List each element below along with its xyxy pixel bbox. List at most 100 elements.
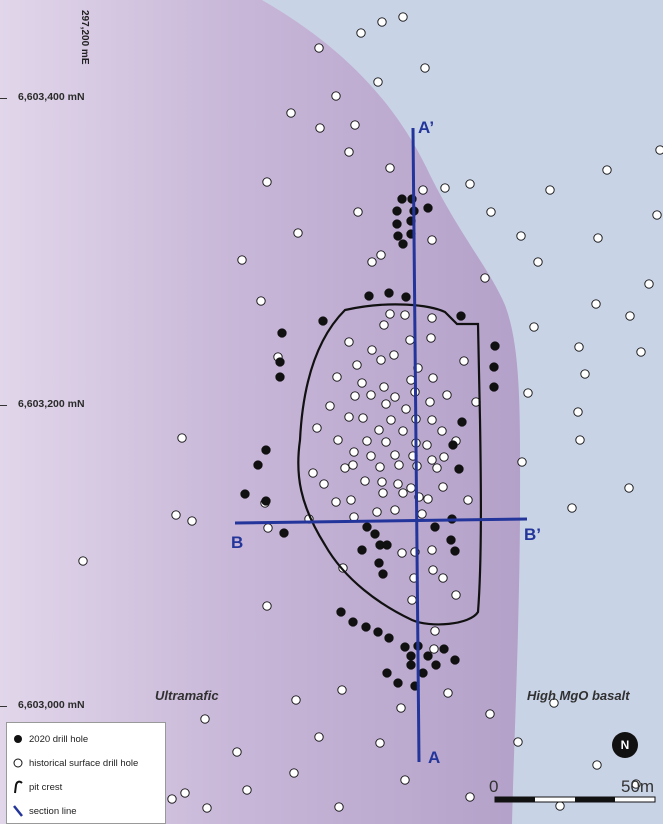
historical-drill-hole xyxy=(529,322,539,332)
historical-drill-hole xyxy=(331,497,341,507)
northing-label: 6,603,400 mN xyxy=(18,91,85,103)
historical-drill-hole xyxy=(385,163,395,173)
historical-drill-hole xyxy=(567,503,577,513)
section-line-a-a xyxy=(411,127,421,763)
historical-drill-hole xyxy=(438,482,448,492)
drill-hole-2020 xyxy=(382,540,392,550)
drill-hole-2020 xyxy=(397,194,407,204)
drill-hole-2020 xyxy=(489,362,499,372)
historical-drill-hole xyxy=(440,183,450,193)
section-label-a: A xyxy=(428,748,441,767)
historical-drill-hole xyxy=(352,360,362,370)
historical-drill-hole xyxy=(398,12,408,22)
drill-hole-2020 xyxy=(450,655,460,665)
historical-drill-hole xyxy=(350,391,360,401)
historical-drill-hole xyxy=(358,413,368,423)
historical-drill-hole xyxy=(332,372,342,382)
historical-drill-hole xyxy=(180,788,190,798)
historical-drill-hole xyxy=(459,356,469,366)
historical-drill-hole xyxy=(430,626,440,636)
drill-hole-2020 xyxy=(384,288,394,298)
historical-drill-hole xyxy=(256,296,266,306)
historical-drill-hole xyxy=(523,388,533,398)
drill-hole-2020 xyxy=(279,528,289,538)
historical-drill-hole xyxy=(439,452,449,462)
historical-drill-hole xyxy=(200,714,210,724)
historical-drill-hole xyxy=(533,257,543,267)
historical-drill-hole xyxy=(344,337,354,347)
drill-hole-2020 xyxy=(357,545,367,555)
historical-drill-hole xyxy=(423,494,433,504)
drill-hole-2020 xyxy=(431,660,441,670)
historical-drill-hole xyxy=(333,435,343,445)
historical-drill-hole xyxy=(314,732,324,742)
map-legend: 2020 drill hole historical surface drill… xyxy=(6,722,166,824)
drill-hole-2020 xyxy=(406,651,416,661)
historical-drill-hole xyxy=(377,477,387,487)
north-arrow-icon: N xyxy=(612,732,638,758)
historical-drill-hole xyxy=(375,738,385,748)
drill-hole-2020 xyxy=(392,206,402,216)
historical-drill-hole xyxy=(187,516,197,526)
drill-hole-2020 xyxy=(398,239,408,249)
drill-hole-2020 xyxy=(370,529,380,539)
ultramafic-label: Ultramafic xyxy=(155,688,219,703)
historical-drill-hole xyxy=(428,565,438,575)
historical-drill-hole xyxy=(360,476,370,486)
drill-hole-2020 xyxy=(348,617,358,627)
historical-drill-hole xyxy=(390,392,400,402)
historical-drill-hole xyxy=(432,463,442,473)
drill-hole-2020 xyxy=(378,569,388,579)
historical-drill-hole xyxy=(348,460,358,470)
historical-drill-hole xyxy=(312,423,322,433)
drill-hole-2020 xyxy=(489,382,499,392)
historical-drill-hole xyxy=(429,644,439,654)
filled-circle-icon xyxy=(7,734,29,744)
drill-hole-2020 xyxy=(361,622,371,632)
historical-drill-hole xyxy=(591,299,601,309)
historical-drill-hole xyxy=(398,426,408,436)
historical-drill-hole xyxy=(545,185,555,195)
historical-drill-hole xyxy=(381,399,391,409)
historical-drill-hole xyxy=(420,63,430,73)
drill-hole-2020 xyxy=(253,460,263,470)
historical-drill-hole xyxy=(378,488,388,498)
drill-hole-2020 xyxy=(393,231,403,241)
historical-drill-holes xyxy=(78,12,663,813)
drill-hole-2020 xyxy=(374,558,384,568)
legend-item-section-line: section line xyxy=(7,799,165,823)
historical-drill-hole xyxy=(592,760,602,770)
drill-hole-2020 xyxy=(456,311,466,321)
drill-hole-2020 xyxy=(430,522,440,532)
historical-drill-hole xyxy=(379,320,389,330)
historical-drill-hole xyxy=(362,436,372,446)
historical-drill-hole xyxy=(377,17,387,27)
historical-drill-hole xyxy=(376,250,386,260)
historical-drill-hole xyxy=(393,479,403,489)
historical-drill-hole xyxy=(486,207,496,217)
historical-drill-hole xyxy=(425,397,435,407)
historical-drill-hole xyxy=(427,235,437,245)
northing-label: 6,603,200 mN xyxy=(18,398,85,410)
historical-drill-hole xyxy=(390,450,400,460)
historical-drill-hole xyxy=(356,28,366,38)
historical-drill-hole xyxy=(427,455,437,465)
historical-drill-hole xyxy=(427,415,437,425)
drill-hole-2020 xyxy=(261,445,271,455)
historical-drill-hole xyxy=(644,279,654,289)
drill-hole-2020 xyxy=(384,633,394,643)
historical-drill-hole xyxy=(367,257,377,267)
northing-tick xyxy=(0,98,7,99)
section-line-icon xyxy=(7,804,29,818)
historical-drill-hole xyxy=(426,333,436,343)
historical-drill-hole xyxy=(465,179,475,189)
historical-drill-hole xyxy=(400,775,410,785)
pit-crest-outline xyxy=(297,303,482,626)
drill-hole-2020 xyxy=(406,660,416,670)
historical-drill-hole xyxy=(438,573,448,583)
historical-drill-hole xyxy=(372,507,382,517)
